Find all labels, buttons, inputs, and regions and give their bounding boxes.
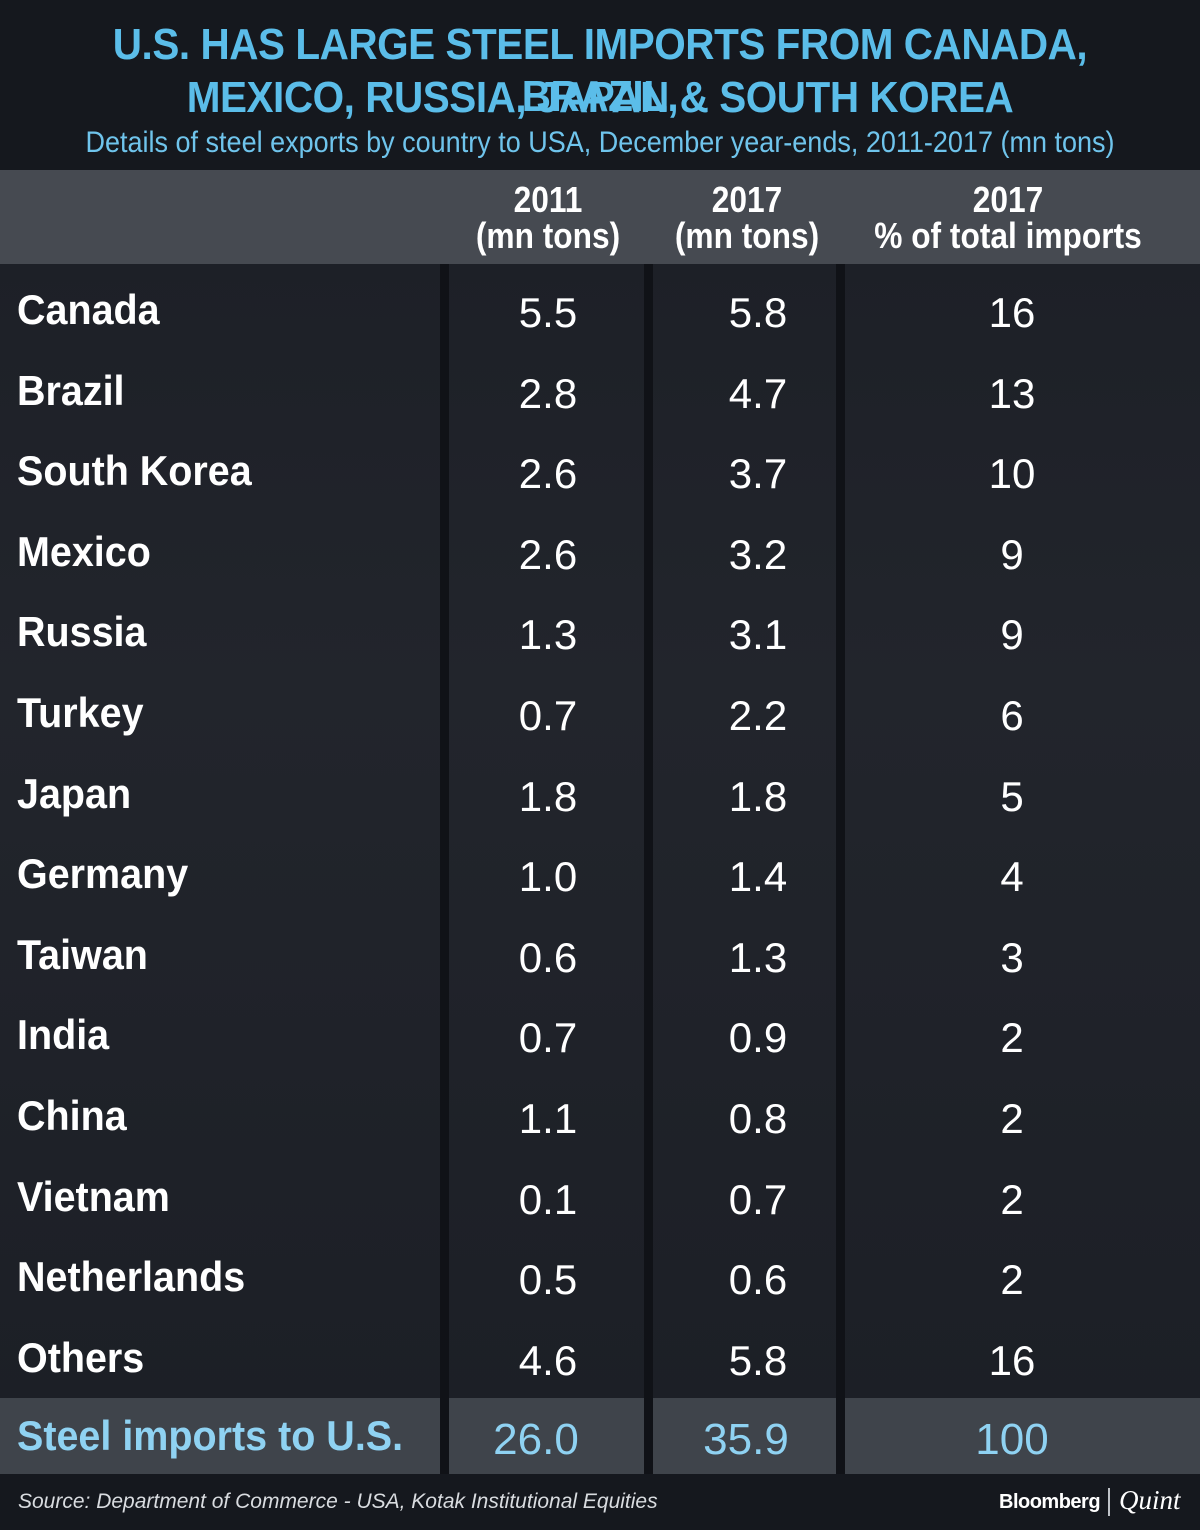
row-label: Turkey <box>17 689 144 736</box>
cell-2011: 1.8 <box>518 773 578 820</box>
column-divider <box>836 264 845 1474</box>
row-label: South Korea <box>17 447 252 494</box>
column-header-2017-unit: (mn tons) <box>674 215 820 256</box>
row-label: Taiwan <box>17 931 148 978</box>
bloomberg-logo: Bloomberg <box>999 1491 1101 1513</box>
cell-pct-2017: 16 <box>988 1337 1036 1384</box>
footer <box>0 1474 1200 1530</box>
column-header-2017-year: 2017 <box>711 179 783 220</box>
row-label: Vietnam <box>17 1173 170 1220</box>
cell-pct-2017: 9 <box>1000 611 1024 658</box>
column-divider <box>440 264 449 1474</box>
cell-2017: 1.8 <box>728 773 788 820</box>
row-label: Japan <box>17 770 132 817</box>
cell-2017: 1.3 <box>728 934 788 981</box>
cell-2017: 0.6 <box>728 1256 788 1303</box>
cell-2017: 2.2 <box>728 692 788 739</box>
cell-2011: 2.6 <box>518 531 578 578</box>
column-divider <box>644 264 653 1474</box>
column-header-pct-unit: % of total imports <box>874 215 1142 256</box>
cell-2017: 4.7 <box>728 370 788 417</box>
row-label: India <box>17 1011 110 1058</box>
subtitle: Details of steel exports by country to U… <box>85 126 1115 159</box>
source-note: Source: Department of Commerce - USA, Ko… <box>18 1490 658 1513</box>
row-label: Germany <box>17 850 189 897</box>
cell-pct-2017: 9 <box>1000 531 1024 578</box>
column-header-pct-year: 2017 <box>972 179 1044 220</box>
logo-divider <box>1108 1488 1110 1516</box>
cell-pct-2017: 6 <box>1000 692 1024 739</box>
cell-2011: 0.5 <box>518 1256 578 1303</box>
column-header-2017-pct: 2017 % of total imports <box>865 182 1150 254</box>
total-pct-2017: 100 <box>975 1415 1049 1464</box>
cell-pct-2017: 5 <box>1000 773 1024 820</box>
cell-pct-2017: 16 <box>988 289 1036 336</box>
title-line-2: MEXICO, RUSSIA, JAPAN & SOUTH KOREA <box>186 73 1014 122</box>
header <box>0 0 1200 170</box>
column-header-band <box>0 170 1200 264</box>
cell-pct-2017: 2 <box>1000 1176 1024 1223</box>
cell-2017: 3.1 <box>728 611 788 658</box>
cell-2017: 5.8 <box>728 289 788 336</box>
cell-2017: 5.8 <box>728 1337 788 1384</box>
total-row-band <box>0 1398 1200 1474</box>
total-2011: 26.0 <box>493 1415 579 1464</box>
row-label: Others <box>17 1334 145 1381</box>
row-label: Brazil <box>17 367 125 414</box>
cell-2011: 2.6 <box>518 450 578 497</box>
cell-2011: 2.8 <box>518 370 578 417</box>
cell-2011: 1.3 <box>518 611 578 658</box>
row-label: Mexico <box>17 528 151 575</box>
cell-2011: 1.0 <box>518 853 578 900</box>
cell-2011: 0.6 <box>518 934 578 981</box>
cell-2011: 1.1 <box>518 1095 578 1142</box>
cell-pct-2017: 2 <box>1000 1256 1024 1303</box>
row-label: Canada <box>17 286 160 333</box>
cell-2017: 0.8 <box>728 1095 788 1142</box>
column-header-2011-unit: (mn tons) <box>475 215 621 256</box>
row-label: Russia <box>17 608 147 655</box>
cell-2017: 3.2 <box>728 531 788 578</box>
cell-2017: 0.7 <box>728 1176 788 1223</box>
cell-pct-2017: 3 <box>1000 934 1024 981</box>
cell-2011: 5.5 <box>518 289 578 336</box>
cell-pct-2017: 10 <box>988 450 1036 497</box>
column-header-2011-year: 2011 <box>513 179 583 220</box>
cell-2011: 0.7 <box>518 692 578 739</box>
column-header-2011: 2011 (mn tons) <box>460 182 636 254</box>
total-label: Steel imports to U.S. <box>17 1412 404 1459</box>
quint-logo: Quint <box>1119 1485 1181 1515</box>
cell-2017: 1.4 <box>728 853 788 900</box>
title-line-1: U.S. HAS LARGE STEEL IMPORTS FROM CANADA… <box>112 20 1088 121</box>
cell-2011: 0.1 <box>518 1176 578 1223</box>
cell-pct-2017: 2 <box>1000 1014 1024 1061</box>
cell-pct-2017: 4 <box>1000 853 1024 900</box>
cell-2017: 3.7 <box>728 450 788 497</box>
row-label: China <box>17 1092 127 1139</box>
cell-2011: 4.6 <box>518 1337 578 1384</box>
total-2017: 35.9 <box>703 1415 789 1464</box>
cell-pct-2017: 2 <box>1000 1095 1024 1142</box>
cell-pct-2017: 13 <box>988 370 1036 417</box>
row-label: Netherlands <box>17 1253 246 1300</box>
column-header-2017: 2017 (mn tons) <box>663 182 830 254</box>
cell-2017: 0.9 <box>728 1014 788 1061</box>
cell-2011: 0.7 <box>518 1014 578 1061</box>
